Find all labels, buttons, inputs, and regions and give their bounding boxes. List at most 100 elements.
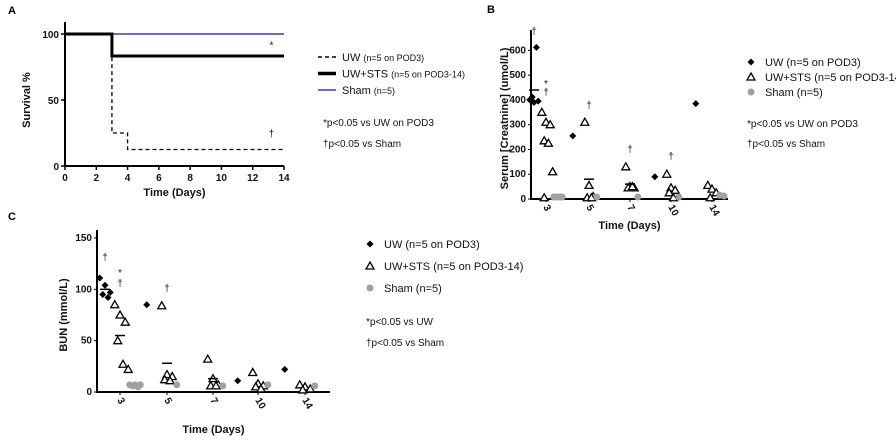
- legend-label: UW+STS (n=5 on POD3-14): [765, 72, 896, 84]
- axes: [64, 22, 284, 167]
- legend-item: Sham (n=5): [366, 283, 442, 295]
- data-point-triangle: [705, 192, 716, 202]
- x-tick-label: 10: [216, 173, 228, 184]
- data-point-diamond: [651, 173, 659, 181]
- legend-item: UW+STS (n=5 on POD3-14): [318, 69, 465, 81]
- y-tick-label: 0: [53, 162, 59, 173]
- data-point-triangle: [627, 181, 638, 191]
- data-point-triangle: [583, 180, 595, 190]
- y-tick-label: 600: [509, 45, 526, 56]
- legend-detail: (n=5 on POD3-14): [391, 70, 465, 80]
- x-tick-label: 5: [583, 203, 596, 214]
- x-tick-label: 4: [125, 173, 131, 184]
- significance-note: †p<0.05 vs Sham: [747, 139, 825, 150]
- data-point-diamond: [532, 43, 540, 51]
- x-axis-label: Time (Days): [182, 424, 244, 436]
- x-tick-label: 8: [187, 173, 193, 184]
- significance-annotation: †: [102, 253, 108, 264]
- legend-label: UW (n=5 on POD3): [765, 57, 861, 69]
- legend-marker-icon: [747, 58, 755, 66]
- data-point-triangle: [164, 375, 176, 385]
- y-tick-label: 150: [75, 233, 92, 244]
- data-point-triangle: [536, 106, 547, 116]
- significance-note: †p<0.05 vs Sham: [366, 338, 444, 349]
- data-point-diamond: [692, 100, 700, 108]
- legend-label: Sham (n=5): [384, 283, 442, 295]
- legend-label: Sham (n=5): [765, 87, 823, 99]
- data-point-circle: [593, 193, 601, 201]
- data-point-diamond: [234, 377, 242, 385]
- y-axis-label: BUN (mmol/L): [58, 278, 70, 352]
- significance-annotation: *: [270, 41, 274, 52]
- data-point-diamond: [281, 365, 289, 373]
- y-tick-label: 50: [81, 336, 93, 347]
- x-tick-label: 7: [207, 396, 220, 407]
- data-point-diamond: [143, 301, 151, 309]
- panel-label: A: [8, 5, 16, 17]
- data-point-diamond: [106, 288, 114, 296]
- x-tick-label: 3: [540, 203, 553, 214]
- legend-label: Sham (n=5): [342, 85, 395, 97]
- legend-item: UW (n=5 on POD3): [747, 57, 861, 69]
- legend-label: UW (n=5 on POD3): [384, 239, 480, 251]
- legend-item: UW (n=5 on POD3): [366, 239, 480, 251]
- data-point-triangle: [114, 309, 126, 319]
- panel-label: B: [487, 4, 495, 16]
- data-point-triangle: [706, 183, 718, 193]
- data-point-triangle: [547, 166, 558, 176]
- y-axis-label: Survival %: [21, 72, 33, 128]
- x-tick-label: 12: [247, 173, 259, 184]
- significance-annotation: †: [531, 26, 537, 37]
- data-point-circle: [173, 381, 181, 389]
- legend-marker-icon: [747, 88, 755, 96]
- legend-item: Sham (n=5): [318, 85, 395, 97]
- data-point-triangle: [247, 367, 258, 377]
- data-point-triangle: [123, 364, 134, 374]
- x-tick-label: 2: [94, 173, 100, 184]
- data-point-triangle: [670, 185, 681, 194]
- x-tick-label: 6: [156, 173, 162, 184]
- data-point-triangle: [539, 192, 550, 202]
- data-point-circle: [134, 383, 142, 391]
- y-tick-label: 0: [86, 387, 92, 398]
- legend-label: UW (n=5 on POD3): [342, 52, 424, 64]
- data-point-triangle: [120, 316, 131, 326]
- data-point-diamond: [534, 97, 542, 105]
- legend-item: UW (n=5 on POD3): [318, 52, 424, 64]
- data-point-circle: [556, 193, 564, 201]
- legend-label: UW+STS (n=5 on POD3-14): [342, 69, 465, 81]
- legend-item: UW+STS (n=5 on POD3-14): [364, 260, 523, 273]
- legend-marker-icon: [364, 260, 376, 270]
- data-point-circle: [311, 382, 319, 390]
- legend-label: UW+STS (n=5 on POD3-14): [384, 261, 523, 273]
- legend-detail: (n=5 on POD3): [363, 53, 424, 63]
- x-tick-label: 14: [278, 173, 290, 184]
- significance-annotation: †: [269, 129, 275, 140]
- y-tick-label: 200: [509, 144, 526, 155]
- survival-line-uw: [65, 33, 284, 151]
- data-point-triangle: [109, 299, 120, 309]
- data-point-circle: [219, 382, 227, 390]
- data-point-triangle: [156, 300, 167, 310]
- axes: [530, 30, 728, 200]
- panel-a-survival-chart: A 0 2 4 6 8 10 12 14 0 50 100 Time (Days) Survival % *…: [8, 5, 465, 199]
- legend-item: UW+STS (n=5 on POD3-14): [745, 71, 896, 84]
- data-point-triangle: [112, 335, 123, 345]
- data-point-circle: [264, 381, 272, 389]
- y-tick-label: 100: [75, 284, 92, 295]
- x-tick-label: 0: [62, 173, 68, 184]
- y-tick-label: 500: [509, 70, 526, 81]
- data-point-circle: [129, 382, 137, 390]
- significance-annotation: †: [627, 144, 633, 155]
- data-point-diamond: [101, 281, 109, 289]
- data-point-triangle: [294, 379, 305, 389]
- data-point-triangle: [250, 381, 261, 391]
- survival-line-uw-sts: [65, 32, 284, 58]
- data-point-triangle: [579, 116, 590, 126]
- panel-label: C: [8, 211, 16, 223]
- data-point-triangle: [202, 353, 213, 363]
- data-point-triangle: [620, 161, 631, 171]
